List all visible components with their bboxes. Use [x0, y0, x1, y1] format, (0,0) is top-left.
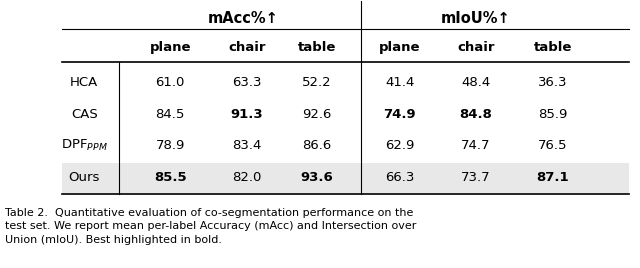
Text: plane: plane	[379, 41, 420, 54]
Text: Ours: Ours	[68, 171, 100, 184]
Text: HCA: HCA	[70, 76, 99, 89]
Text: 74.9: 74.9	[383, 108, 416, 121]
Text: 84.8: 84.8	[460, 108, 493, 121]
Text: 61.0: 61.0	[156, 76, 185, 89]
Text: Table 2.  Quantitative evaluation of co-segmentation performance on the
test set: Table 2. Quantitative evaluation of co-s…	[4, 208, 416, 245]
Text: 82.0: 82.0	[232, 171, 261, 184]
Text: 91.3: 91.3	[230, 108, 263, 121]
Text: chair: chair	[228, 41, 266, 54]
Text: 83.4: 83.4	[232, 139, 261, 152]
Text: 74.7: 74.7	[461, 139, 491, 152]
Text: 78.9: 78.9	[156, 139, 185, 152]
Text: table: table	[533, 41, 572, 54]
Text: mIoU%↑: mIoU%↑	[441, 11, 511, 26]
Text: plane: plane	[150, 41, 191, 54]
Text: 36.3: 36.3	[538, 76, 567, 89]
Text: chair: chair	[458, 41, 495, 54]
Text: 41.4: 41.4	[385, 76, 414, 89]
Text: 92.6: 92.6	[302, 108, 332, 121]
Text: 85.5: 85.5	[154, 171, 187, 184]
Text: 85.9: 85.9	[538, 108, 567, 121]
Text: 76.5: 76.5	[538, 139, 567, 152]
Text: 87.1: 87.1	[536, 171, 569, 184]
Text: 93.6: 93.6	[300, 171, 333, 184]
Text: 73.7: 73.7	[461, 171, 491, 184]
Text: DPF$_{PPM}$: DPF$_{PPM}$	[61, 138, 108, 154]
Text: 52.2: 52.2	[302, 76, 332, 89]
Text: 66.3: 66.3	[385, 171, 414, 184]
Text: 84.5: 84.5	[156, 108, 185, 121]
Text: 63.3: 63.3	[232, 76, 262, 89]
Bar	[62, 162, 629, 193]
Text: mAcc%↑: mAcc%↑	[208, 11, 279, 26]
Text: CAS: CAS	[71, 108, 98, 121]
Text: 48.4: 48.4	[461, 76, 491, 89]
Text: table: table	[298, 41, 336, 54]
Text: 86.6: 86.6	[302, 139, 332, 152]
Text: 62.9: 62.9	[385, 139, 414, 152]
